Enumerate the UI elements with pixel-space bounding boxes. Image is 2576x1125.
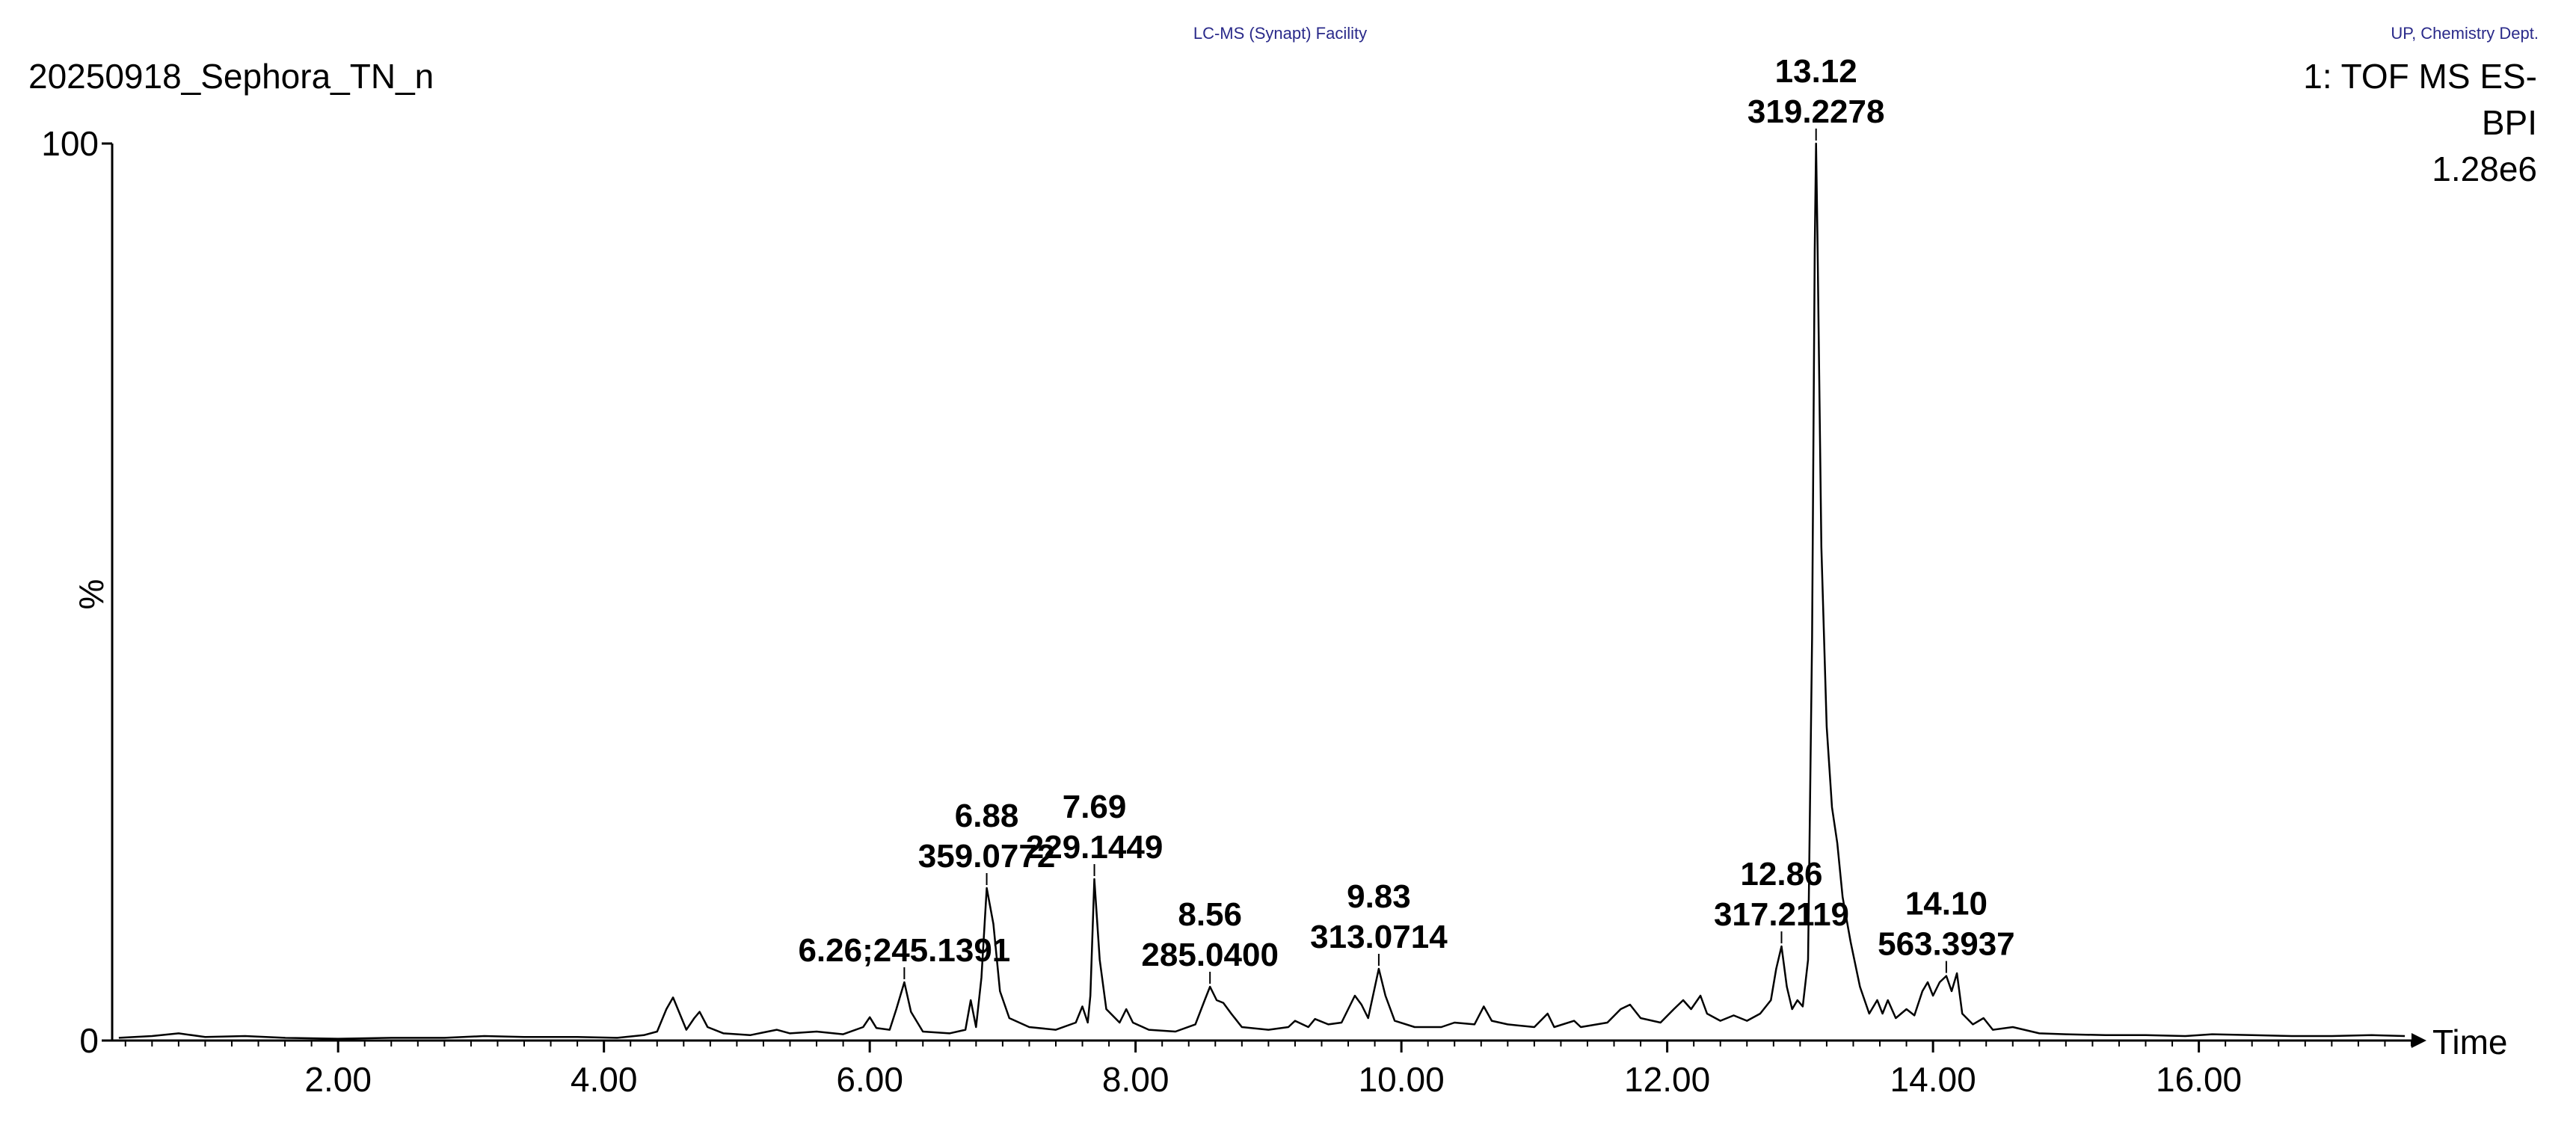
x-tick-label: 14.00 xyxy=(1890,1060,1976,1099)
x-tick-label: 6.00 xyxy=(836,1060,903,1099)
peak-annotation: 6.26;245.1391 xyxy=(798,932,1010,979)
peak-label: 313.0714 xyxy=(1310,919,1448,955)
peak-annotation: 7.69 229.1449 xyxy=(1026,789,1163,876)
trace-mode: BPI xyxy=(2482,103,2537,142)
peak-label: 6.88 xyxy=(955,798,1019,834)
y-tick-label: 100 xyxy=(41,124,99,163)
sample-name: 20250918_Sephora_TN_n xyxy=(28,57,434,96)
peak-label: 14.10 xyxy=(1905,886,1988,922)
peak-label: 563.3937 xyxy=(1878,926,2015,963)
peak-annotation: 9.83 313.0714 xyxy=(1310,878,1448,966)
facility-note: LC-MS (Synapt) Facility xyxy=(1193,24,1367,43)
peak-label: 229.1449 xyxy=(1026,829,1163,866)
x-tick-label: 4.00 xyxy=(571,1060,638,1099)
x-tick-label: 8.00 xyxy=(1102,1060,1169,1099)
y-axis-label: % xyxy=(72,579,111,610)
x-tick-label: 16.00 xyxy=(2156,1060,2242,1099)
peak-annotation: 8.56 285.0400 xyxy=(1141,896,1279,984)
peak-label: 6.26;245.1391 xyxy=(798,932,1010,969)
peak-label: 9.83 xyxy=(1347,878,1411,915)
peak-label: 8.56 xyxy=(1178,896,1242,933)
department-note: UP, Chemistry Dept. xyxy=(2391,24,2539,43)
peak-annotation: 14.10 563.3937 xyxy=(1878,886,2015,973)
trace-intensity: 1.28e6 xyxy=(2432,150,2537,188)
y-tick-label: 0 xyxy=(79,1021,99,1060)
bpi-trace-line xyxy=(118,142,2406,1040)
peak-label: 13.12 xyxy=(1775,53,1857,90)
x-tick-label: 12.00 xyxy=(1624,1060,1710,1099)
trace-function: 1: TOF MS ES- xyxy=(2303,57,2537,96)
x-axis-arrow xyxy=(2411,1033,2426,1048)
peak-label: 359.0772 xyxy=(918,838,1056,875)
x-axis-label: Time xyxy=(2432,1023,2508,1061)
peak-annotation: 6.88 359.0772 xyxy=(918,798,1056,885)
x-tick-label: 2.00 xyxy=(304,1060,372,1099)
peak-label: 285.0400 xyxy=(1141,937,1279,973)
peak-label: 317.2119 xyxy=(1714,896,1849,933)
peak-label: 319.2278 xyxy=(1747,93,1885,130)
peak-label: 7.69 xyxy=(1063,789,1127,825)
x-tick-label: 10.00 xyxy=(1359,1060,1445,1099)
peak-label: 12.86 xyxy=(1740,856,1822,893)
